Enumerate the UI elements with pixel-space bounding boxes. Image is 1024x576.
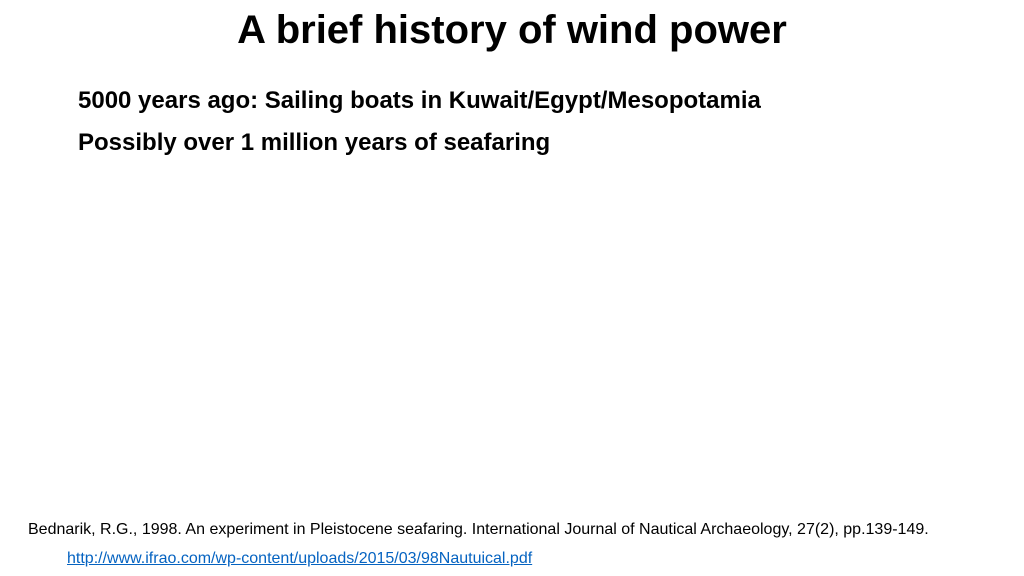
reference-link[interactable]: http://www.ifrao.com/wp-content/uploads/…	[67, 550, 533, 567]
slide-title: A brief history of wind power	[237, 8, 787, 52]
reference: Bednarik, R.G., 1998. An experiment in P…	[28, 521, 929, 538]
bullet: 5000 years ago: Sailing boats in Kuwait/…	[78, 87, 761, 114]
bullet: Possibly over 1 million years of seafari…	[78, 129, 551, 156]
